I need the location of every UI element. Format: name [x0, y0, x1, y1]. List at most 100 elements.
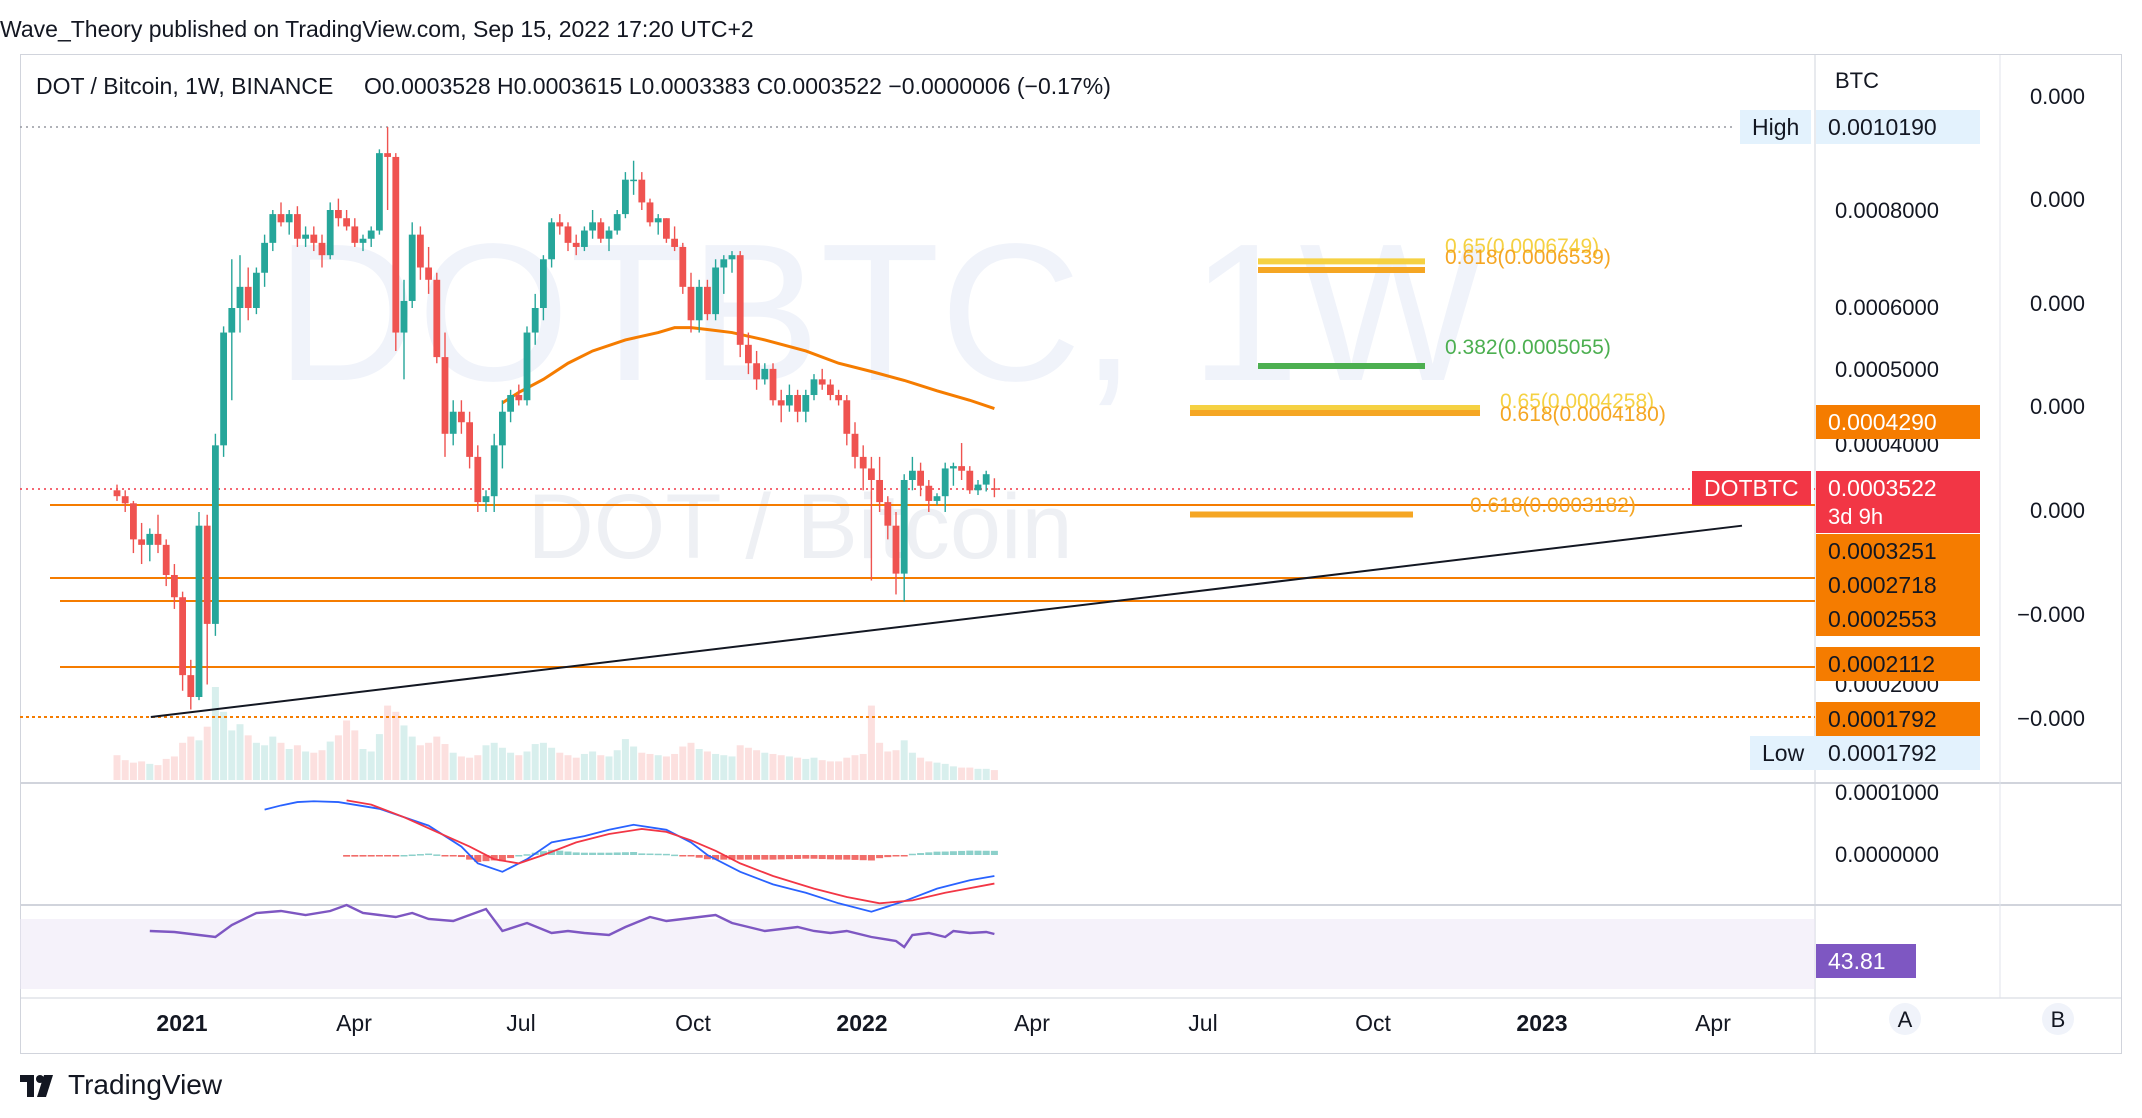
candle-body: [343, 218, 350, 227]
macd-histogram-bar: [769, 855, 777, 860]
volume-bar: [785, 756, 793, 780]
candle-body: [277, 214, 285, 223]
macd-histogram-bar: [646, 853, 654, 856]
volume-bar: [162, 758, 170, 780]
candle-body: [154, 533, 162, 545]
scale-button-a[interactable]: [1889, 1003, 1921, 1035]
volume-bar: [859, 753, 867, 780]
volume-bar: [146, 763, 154, 780]
macd-histogram-bar: [687, 855, 695, 857]
candle-body: [761, 368, 769, 380]
macd-histogram-bar: [695, 855, 703, 858]
candle-body: [466, 422, 473, 457]
macd-histogram-bar: [949, 851, 957, 855]
volume-bar: [851, 755, 859, 780]
volume-bar: [613, 750, 621, 780]
candle-body: [638, 179, 646, 203]
candle-body: [384, 153, 391, 157]
macd-histogram-bar: [925, 852, 933, 855]
candle-body: [408, 234, 416, 301]
rsi-band: [20, 919, 1815, 989]
macd-histogram-bar: [966, 850, 974, 855]
volume-bar: [958, 767, 966, 780]
candle-body: [326, 210, 334, 256]
macd-histogram-bar: [990, 850, 998, 855]
scale-button-a-label: A: [1898, 1007, 1913, 1032]
volume-bar: [777, 755, 785, 780]
volume-bar: [769, 753, 777, 780]
volume-bar: [908, 752, 916, 780]
candle-body: [859, 456, 867, 469]
candle-body: [900, 479, 908, 574]
volume-bar: [802, 758, 810, 780]
volume-bar: [392, 711, 400, 780]
macd-histogram-bar: [851, 855, 859, 860]
macd-histogram-bar: [941, 851, 949, 855]
time-axis-label: Oct: [675, 1010, 711, 1036]
high-label-tag: High: [1740, 110, 1812, 144]
time-axis-label: Apr: [1014, 1010, 1050, 1036]
volume-bar: [843, 757, 851, 780]
macd-histogram-bar: [777, 855, 785, 860]
time-axis-label: Apr: [336, 1010, 372, 1036]
candle-body: [818, 379, 826, 385]
volume-bar: [949, 766, 957, 780]
candle-body: [966, 470, 974, 491]
volume-bar: [269, 736, 277, 780]
candle-body: [376, 153, 383, 231]
macd-histogram-bar: [425, 853, 433, 856]
macd-histogram-bar: [416, 854, 424, 856]
volume-bar: [457, 756, 465, 780]
tradingview-logo-icon: [20, 1071, 58, 1099]
volume-bar: [211, 687, 219, 780]
volume-bar: [384, 705, 392, 780]
candle-body: [449, 411, 457, 434]
volume-bar: [974, 768, 982, 780]
time-axis-label: Jul: [506, 1010, 535, 1036]
candle-body: [499, 411, 506, 446]
volume-bar: [400, 725, 408, 780]
low-value-tag: 0.0001792: [1816, 736, 1980, 770]
volume-bar: [810, 757, 818, 780]
candle-body: [269, 214, 277, 243]
volume-bar: [720, 755, 728, 780]
candle-body: [179, 597, 186, 676]
volume-bar: [580, 753, 588, 780]
volume-bar: [990, 770, 998, 780]
candle-body: [523, 332, 531, 401]
level-tag: 0.0002112: [1816, 647, 1980, 681]
candle-body: [810, 379, 818, 396]
macd-histogram-bar: [638, 853, 646, 855]
macd-histogram-bar: [589, 852, 597, 855]
candle-body: [318, 242, 326, 256]
macd-histogram-bar: [449, 855, 457, 857]
candle-body: [162, 544, 170, 575]
candle-body: [482, 496, 490, 503]
candle-body: [507, 395, 514, 412]
price-tick: 0.0008000: [1835, 198, 1939, 223]
macd-histogram-bar: [671, 854, 679, 857]
volume-bar: [449, 752, 457, 780]
volume-bar: [523, 751, 531, 780]
trendline: [150, 524, 1743, 718]
level-tag: 0.0003251: [1816, 534, 1980, 568]
macd-histogram-bar: [613, 852, 621, 855]
macd-histogram-bar: [351, 855, 359, 857]
volume-bar: [244, 735, 252, 780]
ema-line: [501, 326, 995, 410]
volume-bar: [302, 751, 310, 780]
scale-button-b[interactable]: [2042, 1003, 2074, 1035]
candle-body: [572, 242, 580, 247]
fibonacci-level-label: 0.618(0.0003182): [1470, 494, 1636, 517]
candle-body: [786, 395, 793, 406]
candle-body: [425, 267, 432, 280]
macd-histogram-bar: [859, 855, 867, 861]
volume-bar: [941, 763, 949, 780]
candle-body: [802, 395, 810, 412]
price-tick: 0.0006000: [1835, 295, 1939, 320]
tradingview-brand[interactable]: TradingView: [20, 1069, 222, 1101]
left-scale-tick: 0.000: [2030, 394, 2085, 419]
candle-body: [130, 503, 137, 540]
macd-histogram-bar: [794, 855, 802, 859]
